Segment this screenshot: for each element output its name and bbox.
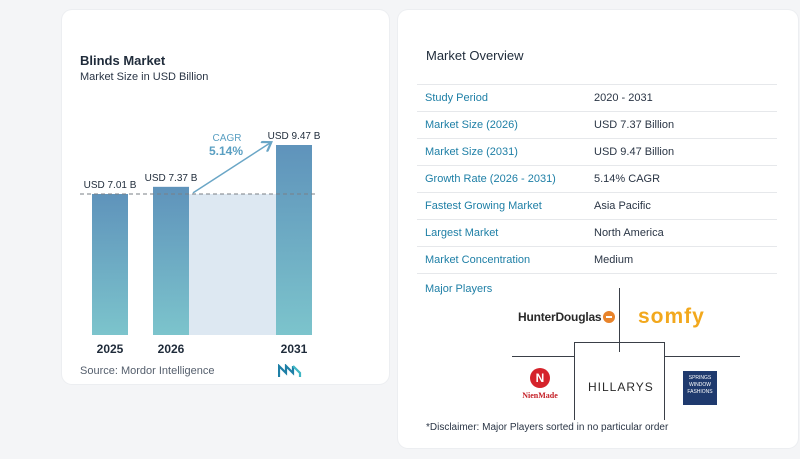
overview-row: Study Period 2020 - 2031 [417,84,777,112]
market-size-chart: CAGR 5.14% USD 7.01 B 2025 USD 7.37 B 2026 U… [80,131,321,356]
x-tick-label: 2031 [281,342,308,356]
bar-value-label: USD 7.01 B [84,180,137,191]
mordor-intelligence-logo-icon [278,364,302,377]
hunter-douglas-logo: HunterDouglas [518,310,616,324]
overview-row-value: 2020 - 2031 [594,92,653,104]
logo-grid-divider [574,342,575,420]
overview-row-label: Study Period [425,92,488,104]
overview-row-value: Asia Pacific [594,200,651,212]
somfy-logo: somfy [638,305,705,328]
nien-made-mark-icon: N [530,368,550,388]
overview-row-value: 5.14% CAGR [594,173,661,185]
overview-row-label: Market Size (2026) [425,119,518,131]
overview-row: Market Size (2026) USD 7.37 Billion [417,112,777,139]
logo-grid-divider [664,356,740,357]
logo-grid-divider [574,342,664,343]
overview-row-value: Medium [594,254,634,266]
overview-table: Study Period 2020 - 2031 Market Size (2026… [417,84,777,274]
overview-row: Largest Market North America [417,220,777,247]
x-tick-label: 2025 [97,342,124,356]
overview-row: Market Size (2031) USD 9.47 Billion [417,139,777,166]
nien-made-logo: N NienMade [520,368,560,400]
growth-band [189,194,276,335]
cagr-arrow-icon [192,143,270,194]
logo-grid-divider [512,356,574,357]
market-overview-card: Market Overview Study Period 2020 - 2031 M… [398,10,798,448]
overview-row-label: Growth Rate (2026 - 2031) [425,173,556,185]
overview-row-value: North America [594,227,664,239]
chart-title: Blinds Market [80,53,166,68]
hillarys-logo: HILLARYS [588,380,654,394]
overview-row-label: Market Concentration [425,254,531,266]
x-tick-label: 2026 [158,342,185,356]
overview-row-value: USD 9.47 Billion [594,146,675,158]
overview-row: Fastest Growing Market Asia Pacific [417,193,777,220]
cagr-label: CAGR [213,133,242,144]
source-text: Source: Mordor Intelligence [80,365,215,377]
overview-row: Market Concentration Medium [417,247,777,274]
overview-row-value: USD 7.37 Billion [594,119,675,131]
market-size-card: Blinds Market Market Size in USD Billion… [62,10,389,384]
bar-2026 [153,186,189,335]
logo-grid-divider [619,288,620,352]
overview-row-label: Market Size (2031) [425,146,518,158]
disclaimer-text: *Disclaimer: Major Players sorted in no … [426,422,669,433]
chart-subtitle: Market Size in USD Billion [80,71,209,83]
bar-value-label: USD 9.47 B [268,131,321,142]
overview-row-label: Fastest Growing Market [425,200,542,212]
overview-title: Market Overview [426,48,524,63]
bar-2031 [276,145,312,335]
overview-row-label: Largest Market [425,227,499,239]
hunter-douglas-mark-icon [603,311,616,323]
major-players-label: Major Players [425,283,493,295]
logo-grid-divider [664,342,665,420]
bar-2025 [92,194,128,335]
overview-row: Growth Rate (2026 - 2031) 5.14% CAGR [417,166,777,193]
bar-value-label: USD 7.37 B [145,173,198,184]
springs-window-fashions-logo: SPRINGS WINDOW FASHIONS [683,371,717,405]
cagr-value: 5.14% [209,144,243,158]
